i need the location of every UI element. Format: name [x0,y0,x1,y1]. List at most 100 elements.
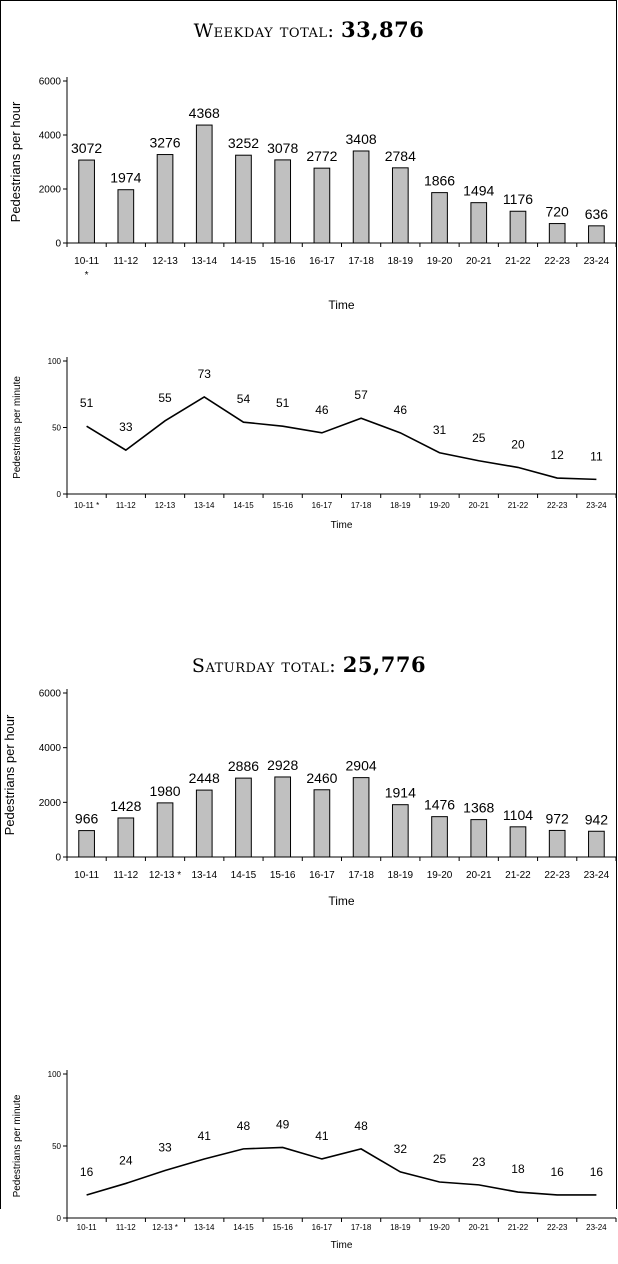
x-tick-label: 17-18 [348,870,374,881]
point-value-label: 20 [511,437,525,451]
y-tick-label: 4000 [39,743,62,754]
point-value-label: 46 [394,403,408,417]
x-tick-label: 22-23 [544,870,570,881]
point-value-label: 24 [119,1153,133,1167]
bar [391,167,409,244]
point-value-label: 31 [433,423,447,437]
saturday-per-minute-line-chart: 0 50 100 10-11 11-12 12-13 * 13-14 14-15 15-16 16… [12,1070,617,1251]
x-tick-label: 15-16 [272,501,293,510]
x-tick-label: 10-11 [77,1223,97,1232]
x-tick-label: 17-18 [351,1223,372,1232]
bar-value-label: 2784 [385,148,416,164]
bar-value-label: 1176 [503,191,533,207]
bar [548,223,566,244]
point-value-label: 41 [315,1129,329,1143]
bar-value-label: 2448 [189,770,220,786]
bar-value-label: 3072 [71,140,102,156]
x-axis-label: Time [328,894,355,908]
bar-value-label: 1368 [463,800,494,816]
point-value-label: 73 [198,367,212,381]
point-value-label: 51 [80,396,94,410]
y-tick-label: 0 [55,239,61,250]
y-tick-label: 2000 [39,798,62,809]
page-frame [0,0,617,1209]
x-tick-label: 15-16 [270,870,296,881]
bar [235,777,252,858]
bar [313,789,331,858]
x-tick-label: 12-13 [152,256,178,267]
bar-value-label: 1428 [110,798,141,814]
x-tick-label: 13-14 [194,501,215,510]
x-tick-label: 11-12 [113,870,138,881]
x-tick-label: 10-11 [74,870,99,881]
bar-value-label: 972 [545,810,569,826]
saturday-total-label: Saturday total: [191,655,337,677]
point-value-label: 23 [472,1155,486,1169]
x-tick-label: 19-20 [429,501,450,510]
series-line [86,395,597,481]
series-line [86,1146,597,1196]
point-value-label: 54 [237,392,251,406]
x-tick-label: 14-15 [233,1223,254,1232]
saturday-total-value: 25,776 [342,652,427,677]
x-tick-label: 16-17 [312,501,333,510]
bar [431,192,448,244]
y-axis-label: Pedestrians per hour [8,101,23,222]
bar-value-label: 3276 [149,135,180,151]
x-tick-label: 20-21 [466,256,492,267]
y-tick-label: 100 [48,1070,62,1079]
x-tick-label: 23-24 [584,870,610,881]
point-value-label: 12 [550,448,564,462]
point-value-label: 57 [354,388,368,402]
x-axis-label: Time [331,520,353,531]
point-value-label: 11 [590,449,603,463]
x-tick-label: 12-13 * [152,1223,178,1232]
bar-value-label: 3252 [228,135,259,151]
x-tick-label: 14-15 [233,501,254,510]
bar-value-label: 966 [75,811,99,827]
bar [156,802,174,858]
point-value-label: 16 [590,1165,604,1179]
point-value-label: 48 [354,1119,368,1133]
saturday-total-title: Saturday total: 25,776 [0,652,618,677]
point-value-label: 46 [315,403,329,417]
bar-value-label: 1494 [463,183,494,199]
bar-value-label: 1974 [110,170,141,186]
weekday-total-title: Weekday total: 33,876 [0,17,618,42]
bar [274,776,292,858]
x-tick-label: 20-21 [466,870,492,881]
x-tick-label: 11-12 [116,501,136,510]
y-tick-label: 6000 [39,689,62,700]
bar [548,829,566,858]
y-tick-label: 50 [52,423,61,432]
x-axis-label: Time [328,298,355,312]
bar [313,167,331,244]
bar [352,777,370,858]
x-tick-label: 10-11 [74,256,99,267]
bar [470,819,488,858]
point-value-label: 16 [550,1165,564,1179]
x-tick-label: 14-15 [231,870,257,881]
bar [391,804,409,858]
y-tick-label: 100 [48,357,62,366]
bar-value-label: 3408 [346,131,377,147]
point-value-label: 16 [80,1165,94,1179]
weekday-total-label: Weekday total: [193,20,335,42]
point-value-label: 33 [158,1140,172,1154]
bar [235,154,252,244]
x-tick-label: 22-23 [547,1223,568,1232]
x-tick-label: 20-21 [469,501,490,510]
x-tick-label: 18-19 [388,870,414,881]
y-tick-label: 6000 [39,77,62,88]
bar [117,817,135,858]
point-value-label: 33 [119,420,133,434]
y-axis-label: Pedestrians per minute [12,376,23,479]
bar-value-label: 942 [585,811,609,827]
bar [588,225,605,244]
bar [274,159,292,244]
x-tick-label: 11-12 [116,1223,136,1232]
bar-value-label: 2772 [306,148,337,164]
x-tick-label: 16-17 [309,870,335,881]
saturday-hourly-bar-chart: 0 2000 4000 6000 10-11 11-12 12-13 * 13-14 14-15… [2,689,617,908]
x-tick-label: 23-24 [584,256,610,267]
